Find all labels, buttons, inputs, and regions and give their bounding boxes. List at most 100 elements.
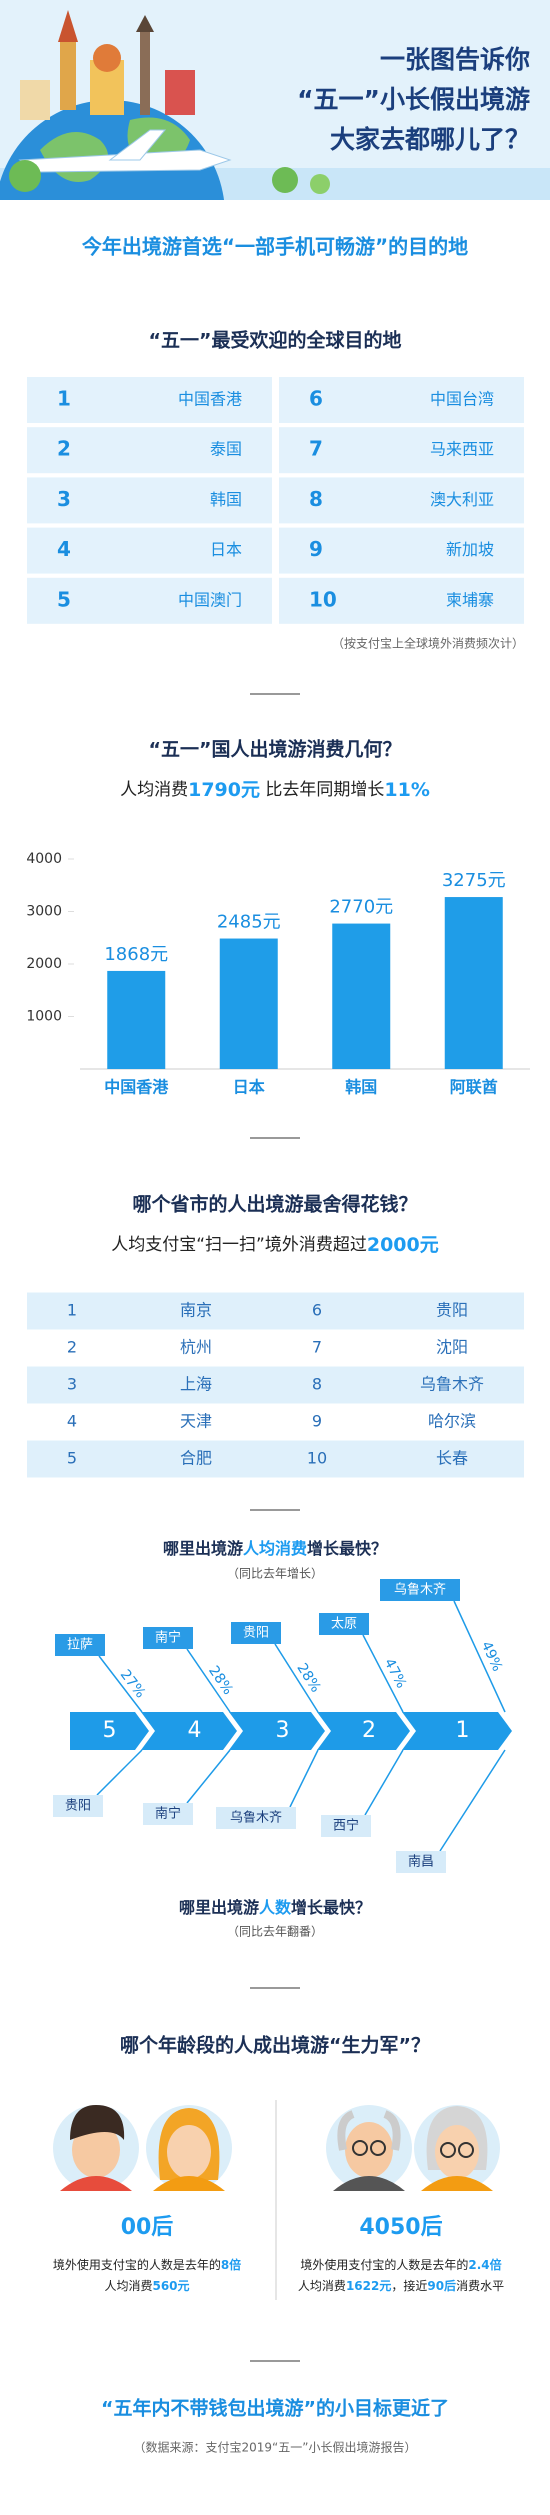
connector [274, 1643, 319, 1713]
tree [272, 167, 298, 193]
city: 西宁 [333, 1818, 359, 1834]
city-box [231, 1622, 281, 1644]
rank: 8 [309, 487, 323, 511]
tree [9, 160, 41, 192]
text-part: 比去年同期增长 [260, 780, 384, 800]
x-tick-label: 中国香港 [104, 1078, 169, 1097]
rank: 10 [307, 1449, 327, 1468]
city-box [55, 1634, 105, 1656]
section-title: “五一”国人出境游消费几何？ [149, 738, 402, 761]
text-part: 人均消费 [298, 2279, 346, 2293]
rank: 5 [103, 1718, 117, 1743]
x-tick-label: 韩国 [345, 1078, 377, 1097]
glasses [458, 2142, 474, 2158]
value-label: 2770元 [329, 897, 393, 918]
arrow-segment [229, 1712, 325, 1750]
header-banner: 一张图告诉你 “五一”小长假出境游 大家去都哪儿了？ [0, 0, 550, 200]
globe [0, 100, 224, 200]
table-cell [27, 477, 272, 524]
shirt [60, 2176, 132, 2191]
tower [140, 30, 150, 115]
table-cell [279, 577, 524, 624]
destination: 澳大利亚 [430, 490, 494, 509]
city: 拉萨 [67, 1638, 93, 1653]
rank: 7 [312, 1338, 322, 1357]
highlight: 11% [384, 779, 429, 801]
table-cell [27, 577, 272, 624]
tree [310, 174, 330, 194]
slogan: “五年内不带钱包出境游”的小目标更近了 [101, 2397, 449, 2420]
city: 贵阳 [243, 1626, 269, 1641]
table-row [27, 1292, 524, 1330]
table-row [27, 1440, 524, 1478]
bar [219, 938, 278, 1069]
bar [332, 923, 391, 1069]
connector [364, 1749, 404, 1816]
value-label: 1868元 [104, 944, 168, 965]
source: （数据来源：支付宝2019“五一”小长假出境游报告） [134, 2440, 417, 2455]
highlight: 人数 [259, 1898, 292, 1917]
arrow-segment [70, 1712, 149, 1750]
highlight: 2000元 [367, 1234, 439, 1256]
city: 天津 [180, 1412, 212, 1431]
table-cell [279, 427, 524, 474]
city: 合肥 [180, 1449, 212, 1468]
glasses [370, 2140, 386, 2156]
city: 乌鲁木齐 [394, 1582, 446, 1598]
building [165, 70, 195, 115]
city-box [53, 1795, 103, 1817]
text-part: 境外使用支付宝的人数是去年的 [300, 2257, 468, 2272]
city: 乌鲁木齐 [420, 1375, 484, 1394]
glasses [352, 2140, 368, 2156]
rank: 2 [67, 1338, 77, 1357]
table-row [27, 1403, 524, 1441]
text-part: 消费水平 [456, 2279, 504, 2293]
connector [186, 1648, 231, 1713]
table-cell [279, 377, 524, 423]
avatars [53, 2105, 500, 2191]
rank: 2 [57, 437, 71, 461]
face [72, 2122, 120, 2178]
connector [186, 1749, 231, 1804]
rank: 5 [67, 1449, 77, 1468]
shirt [333, 2176, 405, 2191]
header-title-line: “五一”小长假出境游 [297, 85, 530, 114]
rank: 8 [312, 1375, 322, 1394]
group-label: 00后 [121, 2215, 174, 2240]
section-title: “五一”最受欢迎的全球目的地 [149, 329, 402, 352]
rank: 3 [67, 1375, 77, 1394]
table-cell [27, 377, 272, 423]
tower-roof [58, 10, 78, 42]
text-line: 人均支付宝“扫一扫”境外消费超过2000元 [111, 1234, 439, 1256]
text-line: 哪里出境游人数增长最快？ [179, 1898, 371, 1917]
note: （同比去年增长） [227, 1567, 323, 1581]
airplane-wing [108, 129, 167, 161]
y-tick-label: 2000 [26, 956, 62, 972]
rank: 3 [276, 1718, 290, 1743]
header-title-line: 一张图告诉你 [380, 45, 530, 74]
arrow-segment [141, 1712, 237, 1750]
city: 南宁 [155, 1630, 181, 1646]
city: 南宁 [155, 1806, 181, 1822]
shirt [153, 2176, 225, 2191]
destination: 柬埔寨 [446, 590, 494, 609]
text-part: 境外使用支付宝的人数是去年的 [53, 2257, 221, 2272]
rank: 10 [309, 587, 337, 611]
highlight: 2.4倍 [468, 2257, 501, 2272]
text-part: 哪里出境游 [179, 1898, 259, 1917]
city: 上海 [180, 1375, 212, 1394]
text-part: 人均消费 [104, 2279, 152, 2293]
destination: 中国台湾 [430, 390, 494, 409]
y-tick-label: 4000 [26, 851, 62, 867]
face [435, 2125, 479, 2179]
note: （同比去年翻番） [227, 1925, 323, 1939]
city: 乌鲁木齐 [230, 1810, 282, 1826]
rank: 3 [57, 487, 71, 511]
text-line: 人均消费1622元，接近90后消费水平 [298, 2278, 504, 2293]
face [167, 2125, 211, 2179]
table-row [27, 1329, 524, 1367]
rank: 4 [67, 1412, 77, 1431]
rank: 2 [362, 1718, 376, 1743]
bar [107, 970, 166, 1069]
